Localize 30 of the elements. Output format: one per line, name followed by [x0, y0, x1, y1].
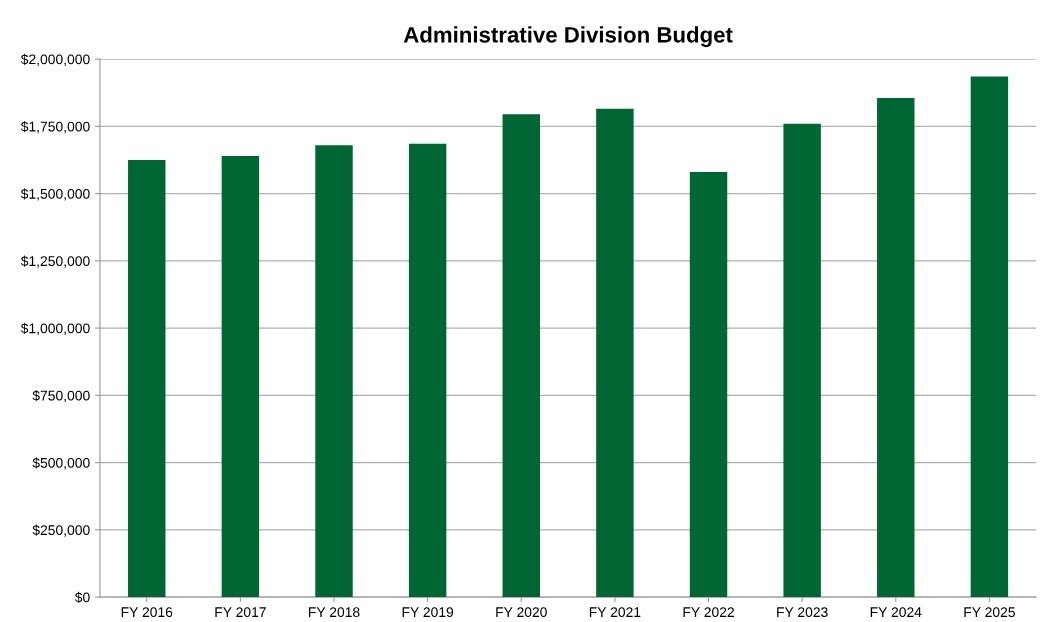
- y-tick-label: $1,000,000: [20, 322, 90, 335]
- y-tick-label: $1,250,000: [20, 255, 90, 268]
- bar: [502, 114, 540, 598]
- y-tick-label: $1,750,000: [20, 121, 90, 134]
- bar: [970, 76, 1009, 598]
- bar: [221, 155, 260, 598]
- x-tick-label: FY 2016: [121, 607, 173, 618]
- y-tick-label: $0: [74, 591, 90, 604]
- y-tick-label: $500,000: [32, 457, 90, 470]
- x-tick-label: FY 2018: [309, 607, 360, 618]
- bar: [128, 159, 166, 598]
- y-tick-label: $2,000,000: [20, 53, 90, 66]
- x-tick-label: FY 2021: [589, 607, 641, 618]
- y-tick-label: $250,000: [32, 524, 90, 537]
- x-tick-label: FY 2023: [777, 607, 828, 618]
- bar: [408, 143, 447, 598]
- x-tick-label: FY 2017: [215, 607, 266, 618]
- x-tick-label: FY 2024: [870, 607, 922, 618]
- y-tick-label: $750,000: [32, 390, 90, 403]
- bar: [689, 172, 728, 598]
- y-tick-label: $1,500,000: [20, 188, 90, 201]
- bar: [315, 145, 353, 598]
- x-tick-label: FY 2022: [683, 607, 734, 618]
- x-tick-label: FY 2020: [496, 607, 547, 618]
- x-tick-label: FY 2019: [402, 607, 454, 618]
- x-tick-label: FY 2025: [964, 607, 1015, 618]
- bar: [596, 108, 634, 598]
- bar: [783, 123, 821, 598]
- bar: [877, 98, 915, 598]
- chart-title: Administrative Division Budget: [403, 26, 733, 48]
